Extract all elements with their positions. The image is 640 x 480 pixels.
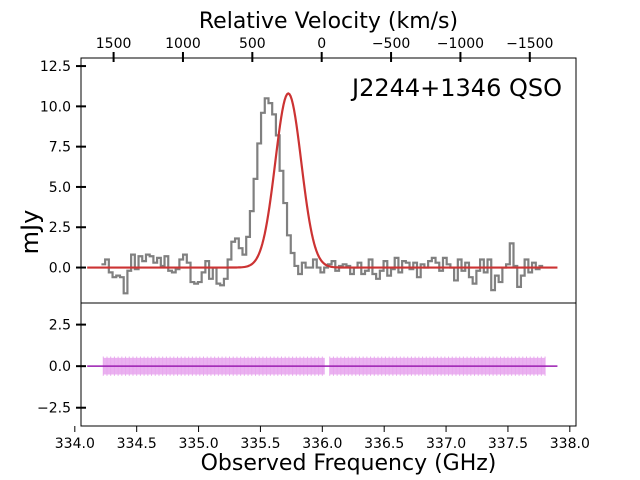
bottom-y-tick-label: −2.5 <box>37 401 71 417</box>
top-y-tick-label: 7.5 <box>49 140 71 156</box>
velocity-tick-label: 1500 <box>96 36 132 52</box>
frequency-axis-title: Observed Frequency (GHz) <box>201 451 497 476</box>
x-tick-label: 335.5 <box>240 436 280 452</box>
velocity-tick-label: 1000 <box>165 36 201 52</box>
y-axis-title: mJy <box>16 210 44 255</box>
velocity-tick-label: 500 <box>239 36 266 52</box>
top-y-tick-label: 5.0 <box>49 180 71 196</box>
bottom-y-tick-label: 0.0 <box>49 359 71 375</box>
bottom-panel-frame <box>80 302 577 427</box>
x-tick-label: 334.5 <box>117 436 157 452</box>
velocity-tick-label: −1000 <box>437 36 484 52</box>
velocity-tick-label: −500 <box>372 36 410 52</box>
velocity-tick-label: −1500 <box>506 36 553 52</box>
top-y-tick-label: 2.5 <box>49 220 71 236</box>
x-tick-label: 338.0 <box>550 436 590 452</box>
x-tick-label: 335.0 <box>179 436 219 452</box>
bottom-y-tick-label: 2.5 <box>49 318 71 334</box>
velocity-tick-label: 0 <box>317 36 326 52</box>
spectrum-step-line <box>101 97 544 295</box>
x-tick-label: 337.5 <box>488 436 528 452</box>
figure-layer: 334.0 334.5 335.0 335.5 336.0 336.5 337.0 337.5… <box>16 9 590 476</box>
top-y-tick-label: 12.5 <box>40 59 71 75</box>
x-tick-label: 336.5 <box>364 436 404 452</box>
x-tick-label: 336.0 <box>302 436 342 452</box>
chart-title: J2244+1346 QSO <box>350 74 562 102</box>
gaussian-fit-line <box>87 92 558 269</box>
velocity-axis-title: Relative Velocity (km/s) <box>199 9 458 34</box>
top-y-tick-label: 10.0 <box>40 99 71 115</box>
x-tick-label: 334.0 <box>55 436 95 452</box>
x-tick-label: 337.0 <box>426 436 466 452</box>
top-y-tick-label: 0.0 <box>49 261 71 277</box>
